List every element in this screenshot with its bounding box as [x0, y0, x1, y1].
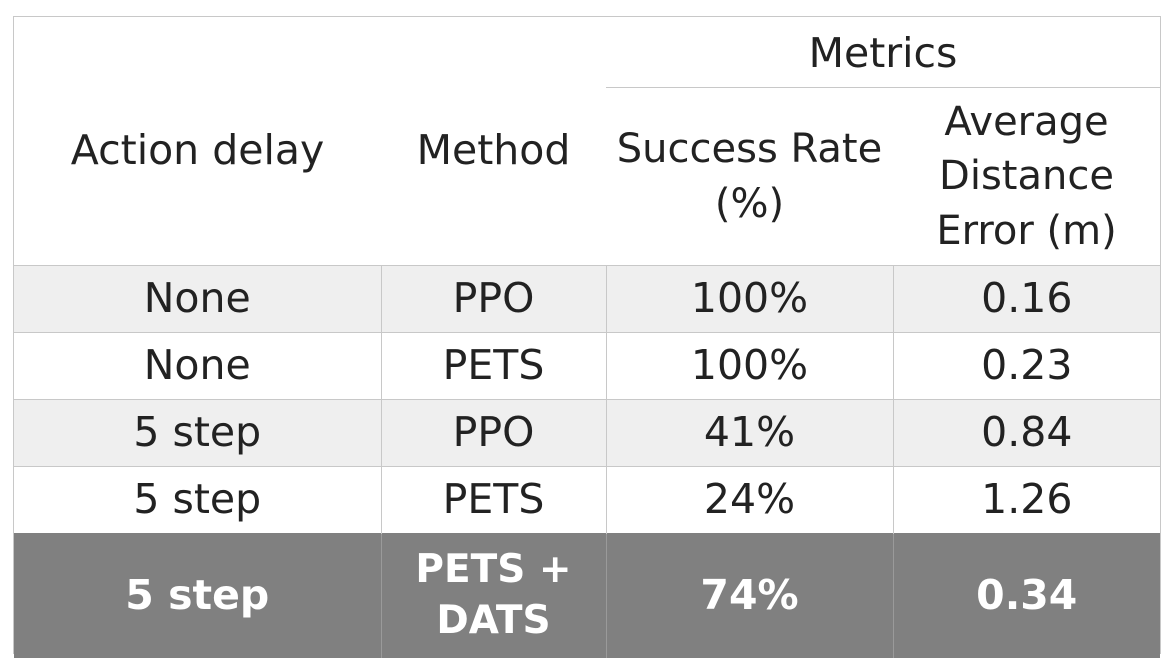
cell-method: PETS — [380, 466, 606, 534]
cell-distance-error: 0.34 — [892, 533, 1161, 658]
highlight-row: 5 step PETS + DATS 74% 0.34 — [14, 533, 1161, 658]
table-body: None PPO 100% 0.16 None PETS 100% 0.23 5… — [14, 265, 1161, 658]
cell-distance-error: 0.23 — [892, 332, 1161, 400]
distance-error-label-line1: Average — [944, 98, 1109, 145]
cell-method: PPO — [380, 265, 606, 333]
cell-distance-error: 0.84 — [892, 399, 1161, 467]
method-line2: DATS — [436, 597, 551, 643]
cell-success-rate: 24% — [605, 466, 893, 534]
results-table-frame: Action delay Method Metrics Success Rate… — [13, 16, 1161, 658]
cell-action-delay: 5 step — [14, 399, 381, 467]
metrics-group-header: Metrics — [606, 17, 1161, 88]
success-rate-label-line1: Success Rate — [616, 126, 883, 173]
cell-action-delay: 5 step — [14, 466, 381, 534]
table-row: 5 step PETS 24% 1.26 — [14, 466, 1161, 534]
results-table: Action delay Method Metrics Success Rate… — [14, 17, 1161, 658]
cell-success-rate: 41% — [605, 399, 893, 467]
col-header-action-delay: Action delay — [70, 126, 325, 175]
distance-error-label-line2: Distance — [939, 153, 1114, 200]
col-header-success-rate: Success Rate (%) — [606, 88, 893, 266]
table-header: Action delay Method Metrics Success Rate… — [14, 17, 1161, 266]
cell-method: PETS + DATS — [380, 533, 606, 658]
cell-action-delay: None — [14, 265, 381, 333]
col-header-distance-error: Average Distance Error (m) — [893, 88, 1160, 266]
cell-distance-error: 1.26 — [892, 466, 1161, 534]
cell-method: PPO — [380, 399, 606, 467]
distance-error-label-line3: Error (m) — [936, 207, 1117, 254]
cell-success-rate: 100% — [605, 332, 893, 400]
method-line1: PETS + — [415, 547, 572, 593]
table-row: 5 step PPO 41% 0.84 — [14, 399, 1161, 467]
cell-success-rate: 100% — [605, 265, 893, 333]
table-row: None PETS 100% 0.23 — [14, 332, 1161, 400]
table-row: None PPO 100% 0.16 — [14, 265, 1161, 333]
success-rate-label-line2: (%) — [714, 180, 785, 227]
cell-action-delay: None — [14, 332, 381, 400]
cell-action-delay: 5 step — [14, 533, 381, 658]
cell-distance-error: 0.16 — [892, 265, 1161, 333]
cell-success-rate: 74% — [605, 533, 893, 658]
cell-method: PETS — [380, 332, 606, 400]
col-header-method: Method — [416, 126, 571, 175]
